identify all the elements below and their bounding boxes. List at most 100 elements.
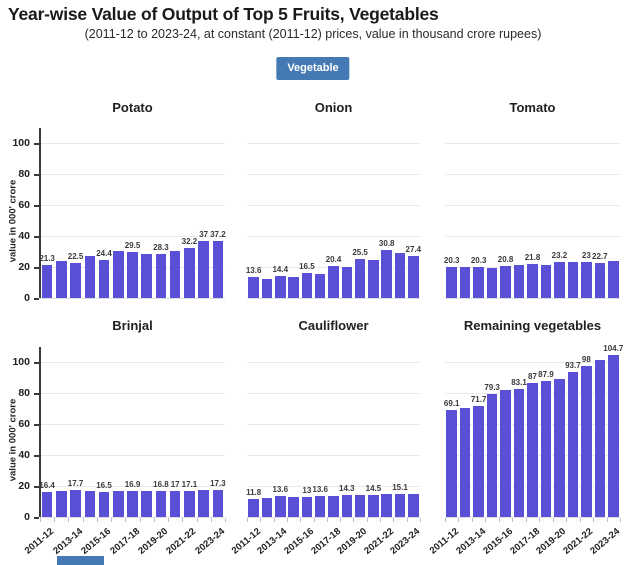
x-axis-tick xyxy=(485,518,487,522)
gridline xyxy=(40,362,225,364)
gridline xyxy=(40,205,225,207)
bar-cauliflower-2014-15 xyxy=(288,497,299,517)
x-axis-tick xyxy=(260,518,262,522)
bar-potato-2016-17 xyxy=(113,251,124,298)
bar-cauliflower-2019-20 xyxy=(354,495,366,517)
x-axis-baseline xyxy=(40,517,225,518)
gridline xyxy=(40,486,225,488)
x-axis-tick xyxy=(593,518,595,522)
bar-potato-2011-12 xyxy=(41,265,53,298)
vegetable-filter-button[interactable]: Vegetable xyxy=(276,57,350,80)
x-axis-tick xyxy=(566,518,568,522)
bar-cauliflower-2021-22 xyxy=(381,494,392,517)
gridline xyxy=(247,236,420,238)
y-axis-tick xyxy=(34,267,39,269)
bar-tomato-2023-24 xyxy=(608,261,619,298)
bar-value-label: 87 xyxy=(528,371,537,381)
y-axis-tick xyxy=(34,424,39,426)
bar-brinjal-2016-17 xyxy=(113,491,124,517)
x-axis-tick xyxy=(579,518,581,522)
bar-value-label: 83.1 xyxy=(511,377,527,387)
bar-onion-2018-19 xyxy=(341,267,353,298)
bar-cauliflower-2023-24 xyxy=(408,493,419,517)
gridline xyxy=(247,143,420,145)
bar-value-label: 17.1 xyxy=(181,479,198,489)
x-axis-tick xyxy=(420,518,421,522)
x-axis-baseline xyxy=(40,298,225,299)
bar-value-label: 93.7 xyxy=(565,361,581,371)
bar-remaining-vegetables-2020-21 xyxy=(567,372,579,517)
bar-tomato-2018-19 xyxy=(540,264,552,298)
x-axis-tick xyxy=(552,518,554,522)
gridline xyxy=(247,455,420,457)
bar-tomato-2013-14 xyxy=(473,266,484,298)
partial-bottom-element[interactable] xyxy=(57,556,104,565)
bar-brinjal-2013-14 xyxy=(70,489,81,517)
gridline xyxy=(247,174,420,176)
x-axis-tick xyxy=(366,518,368,522)
bar-value-label: 98 xyxy=(581,354,591,364)
x-axis-tick xyxy=(182,518,184,522)
bar-brinjal-2015-16 xyxy=(98,491,110,517)
bar-value-label: 29.5 xyxy=(124,241,141,251)
x-axis-tick xyxy=(40,518,41,522)
x-axis-tick xyxy=(326,518,328,522)
gridline xyxy=(247,424,420,426)
bar-value-label: 69.1 xyxy=(443,399,460,409)
bar-value-label: 13 xyxy=(302,485,312,495)
y-tick-label: 0 xyxy=(24,292,30,304)
y-tick-label: 40 xyxy=(18,230,30,243)
y-axis-tick xyxy=(34,393,39,395)
gridline xyxy=(40,393,225,395)
bar-value-label: 21.3 xyxy=(39,254,55,264)
bar-cauliflower-2020-21 xyxy=(368,494,379,517)
bar-potato-2013-14 xyxy=(70,263,81,298)
y-axis-line xyxy=(39,128,41,298)
bar-potato-2017-18 xyxy=(127,252,138,298)
y-tick-label: 0 xyxy=(24,511,30,523)
bar-value-label: 14.5 xyxy=(365,483,382,493)
bar-value-label: 24.4 xyxy=(96,249,112,259)
gridline xyxy=(40,174,225,176)
bar-cauliflower-2016-17 xyxy=(314,495,326,517)
bar-tomato-2015-16 xyxy=(500,265,511,298)
x-axis-tick xyxy=(340,518,342,522)
chart-title-cauliflower: Cauliflower xyxy=(298,318,369,333)
bar-value-label: 13.6 xyxy=(245,265,262,275)
y-axis-tick xyxy=(34,298,39,300)
bar-value-label: 15.1 xyxy=(392,482,408,492)
y-axis-tick xyxy=(34,236,39,238)
y-tick-label: 60 xyxy=(18,199,30,212)
x-axis-tick xyxy=(445,518,446,522)
gridline xyxy=(40,236,225,238)
bar-cauliflower-2015-16 xyxy=(301,496,313,517)
bar-value-label: 16.5 xyxy=(299,261,315,271)
x-axis-tick xyxy=(54,518,56,522)
bar-value-label: 17.7 xyxy=(67,478,84,488)
bar-value-label: 28.3 xyxy=(153,243,169,253)
bar-remaining-vegetables-2013-14 xyxy=(473,406,484,517)
y-axis-tick xyxy=(34,486,39,488)
x-axis-tick xyxy=(525,518,527,522)
y-tick-label: 20 xyxy=(18,480,30,493)
x-axis-tick xyxy=(380,518,382,522)
bar-tomato-2011-12 xyxy=(446,266,457,298)
bar-value-label: 16.8 xyxy=(153,480,169,490)
bar-tomato-2022-23 xyxy=(594,262,606,298)
gridline xyxy=(445,236,620,238)
y-axis-tick xyxy=(34,174,39,176)
bar-cauliflower-2011-12 xyxy=(248,498,259,517)
x-axis-tick xyxy=(458,518,460,522)
bar-value-label: 30.8 xyxy=(378,239,395,249)
x-axis-tick xyxy=(620,518,621,522)
bar-value-label: 20.4 xyxy=(325,255,342,265)
bar-cauliflower-2013-14 xyxy=(275,495,286,517)
bar-onion-2012-13 xyxy=(261,278,273,298)
bar-onion-2014-15 xyxy=(288,276,299,298)
bar-onion-2021-22 xyxy=(381,250,392,298)
bar-brinjal-2011-12 xyxy=(41,491,53,517)
y-axis-tick xyxy=(34,205,39,207)
bar-value-label: 27.4 xyxy=(405,244,422,254)
y-tick-label: 100 xyxy=(12,137,30,150)
gridline xyxy=(247,393,420,395)
